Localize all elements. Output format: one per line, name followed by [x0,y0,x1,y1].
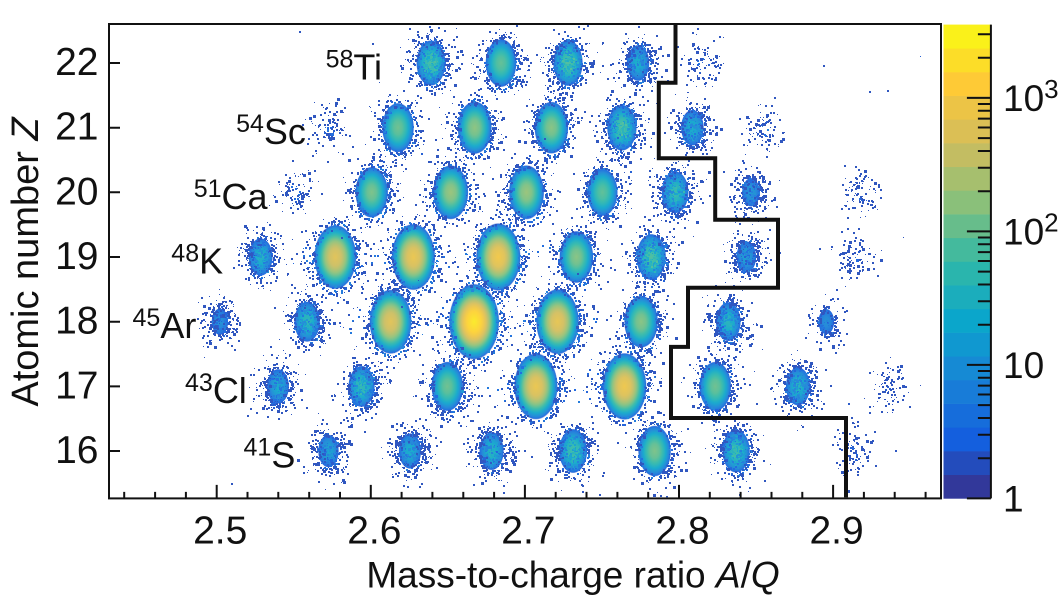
svg-text:1: 1 [1003,478,1024,519]
svg-text:58Ti: 58Ti [326,46,382,88]
svg-text:21: 21 [55,106,98,149]
svg-text:48K: 48K [171,240,223,282]
svg-text:45Ar: 45Ar [133,304,197,346]
svg-text:22: 22 [55,41,98,84]
svg-text:54Sc: 54Sc [236,110,306,152]
svg-text:19: 19 [55,235,98,278]
svg-text:16: 16 [55,429,98,472]
svg-text:20: 20 [55,170,98,213]
svg-text:Atomic number Z: Atomic number Z [5,116,47,407]
svg-text:17: 17 [55,364,98,407]
svg-text:Mass-to-charge ratio A/Q: Mass-to-charge ratio A/Q [366,555,779,596]
svg-text:2.6: 2.6 [347,510,401,553]
svg-text:2.5: 2.5 [193,510,247,553]
svg-text:51Ca: 51Ca [194,175,269,217]
svg-text:41S: 41S [244,434,296,476]
svg-text:43Cl: 43Cl [185,369,247,411]
svg-text:2.7: 2.7 [501,510,555,553]
svg-text:2.9: 2.9 [809,510,863,553]
svg-text:102: 102 [1003,207,1059,252]
svg-text:2.8: 2.8 [655,510,709,553]
svg-text:18: 18 [55,300,98,343]
svg-text:10: 10 [1003,345,1044,386]
